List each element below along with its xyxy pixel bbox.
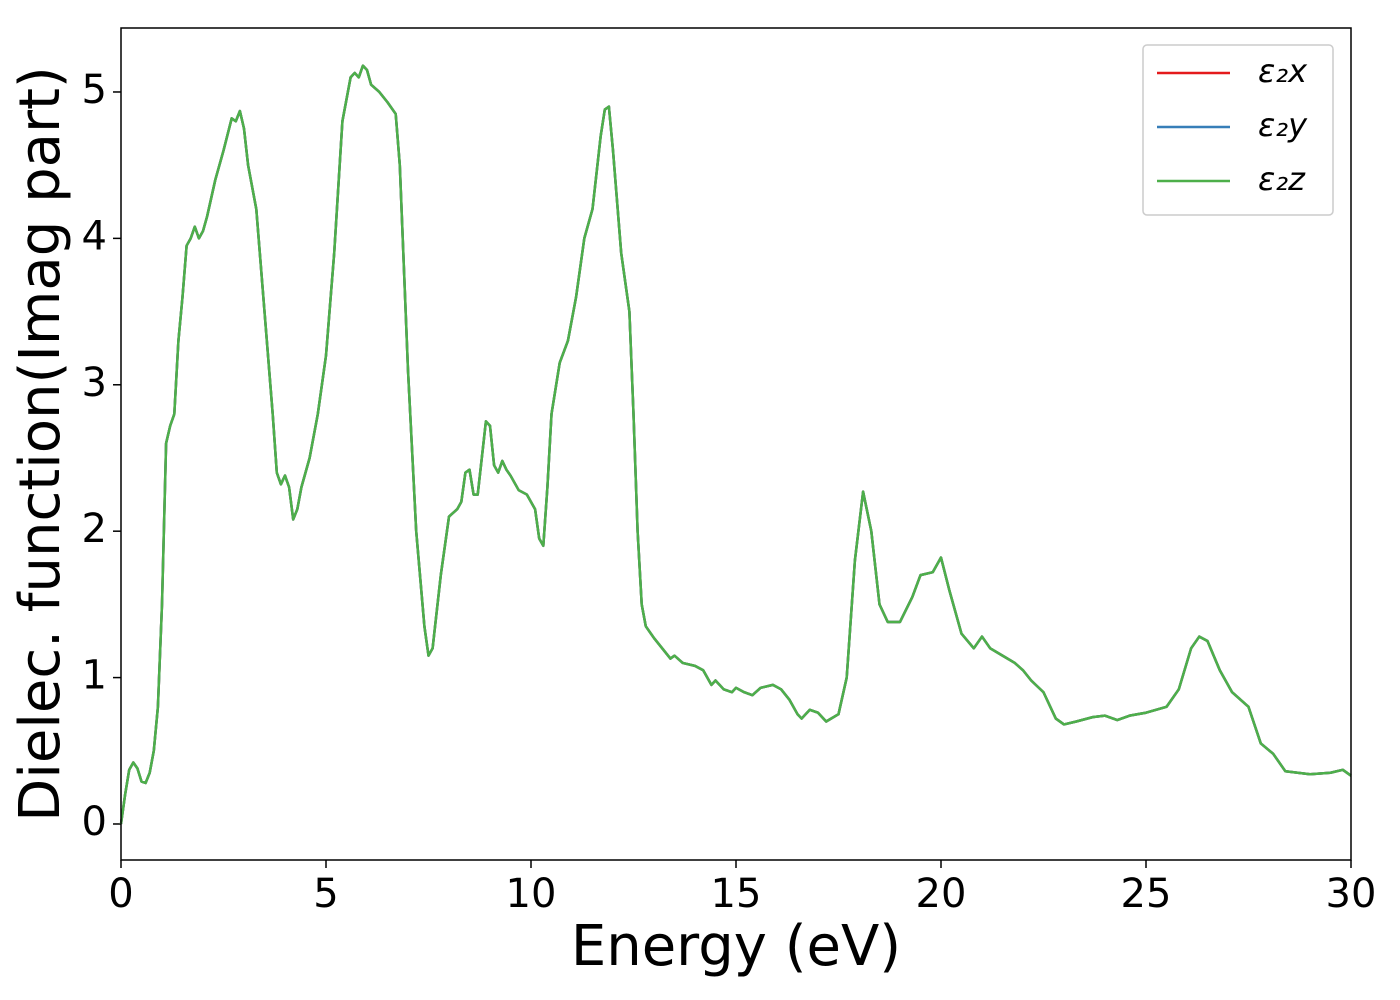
x-tick-label: 0 bbox=[108, 871, 133, 917]
y-tick-label: 1 bbox=[82, 653, 107, 699]
x-tick-label: 15 bbox=[711, 871, 762, 917]
x-tick-label: 20 bbox=[916, 871, 967, 917]
y-tick-label: 5 bbox=[82, 67, 107, 113]
y-tick-label: 2 bbox=[82, 506, 107, 552]
y-tick-label: 4 bbox=[82, 213, 107, 259]
x-tick-label: 25 bbox=[1121, 871, 1172, 917]
x-tick-label: 30 bbox=[1326, 871, 1377, 917]
x-tick-label: 5 bbox=[313, 871, 338, 917]
series-line bbox=[119, 64, 1352, 825]
y-tick-label: 0 bbox=[82, 799, 107, 845]
legend-label: ε₂x bbox=[1258, 52, 1308, 90]
x-tick-label: 10 bbox=[506, 871, 557, 917]
y-axis-label: Dielec. function(Imag part) bbox=[8, 66, 73, 822]
legend-box bbox=[1142, 44, 1334, 216]
x-axis-label: Energy (eV) bbox=[571, 914, 901, 979]
y-tick-label: 3 bbox=[82, 360, 107, 406]
legend-label: ε₂z bbox=[1258, 160, 1306, 198]
legend-label: ε₂y bbox=[1258, 106, 1308, 144]
plot-frame bbox=[120, 27, 1352, 861]
